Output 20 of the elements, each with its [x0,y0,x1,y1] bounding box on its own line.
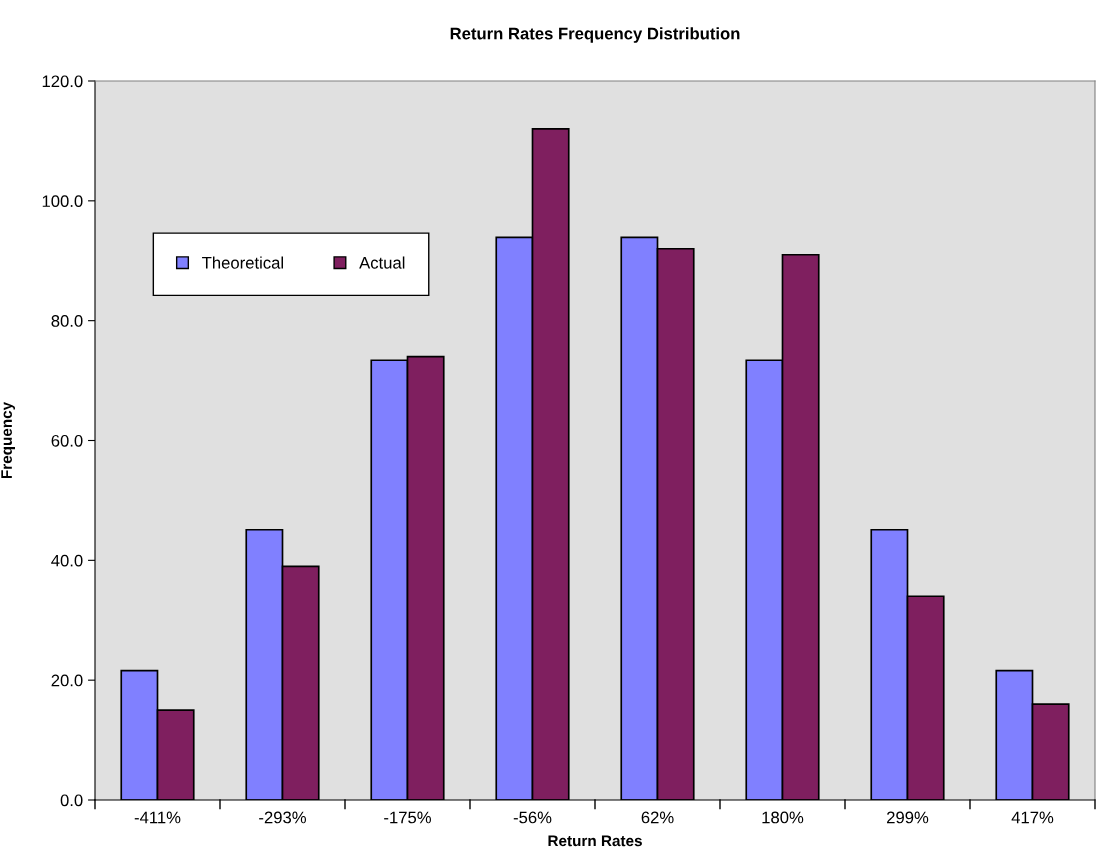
y-tick-label: 20.0 [51,674,83,687]
y-tick-label: 0.0 [60,794,83,807]
y-tick-label: 80.0 [51,315,83,327]
y-tick-label: 120.0 [42,75,83,88]
legend-label: Actual [359,256,405,269]
x-tick-label: 299% [887,811,929,824]
y-tick-label: 100.0 [42,195,83,208]
y-tick-label: 60.0 [51,434,83,447]
x-tick-label: -293% [259,811,306,824]
x-tick-label: 180% [762,811,804,824]
x-tick-label: 417% [1011,811,1054,824]
x-tick-label: 62% [641,811,674,824]
y-axis-title: Frequency [1,401,15,479]
chart-title: Return Rates Frequency Distribution [450,27,740,43]
x-tick-label: -175% [384,811,431,824]
x-axis-title: Return Rates [548,835,642,847]
x-tick-label: -56% [513,811,552,824]
x-tick-label: -411% [134,811,181,824]
legend-label: Theoretical [202,256,283,269]
y-tick-label: 40.0 [51,554,83,567]
